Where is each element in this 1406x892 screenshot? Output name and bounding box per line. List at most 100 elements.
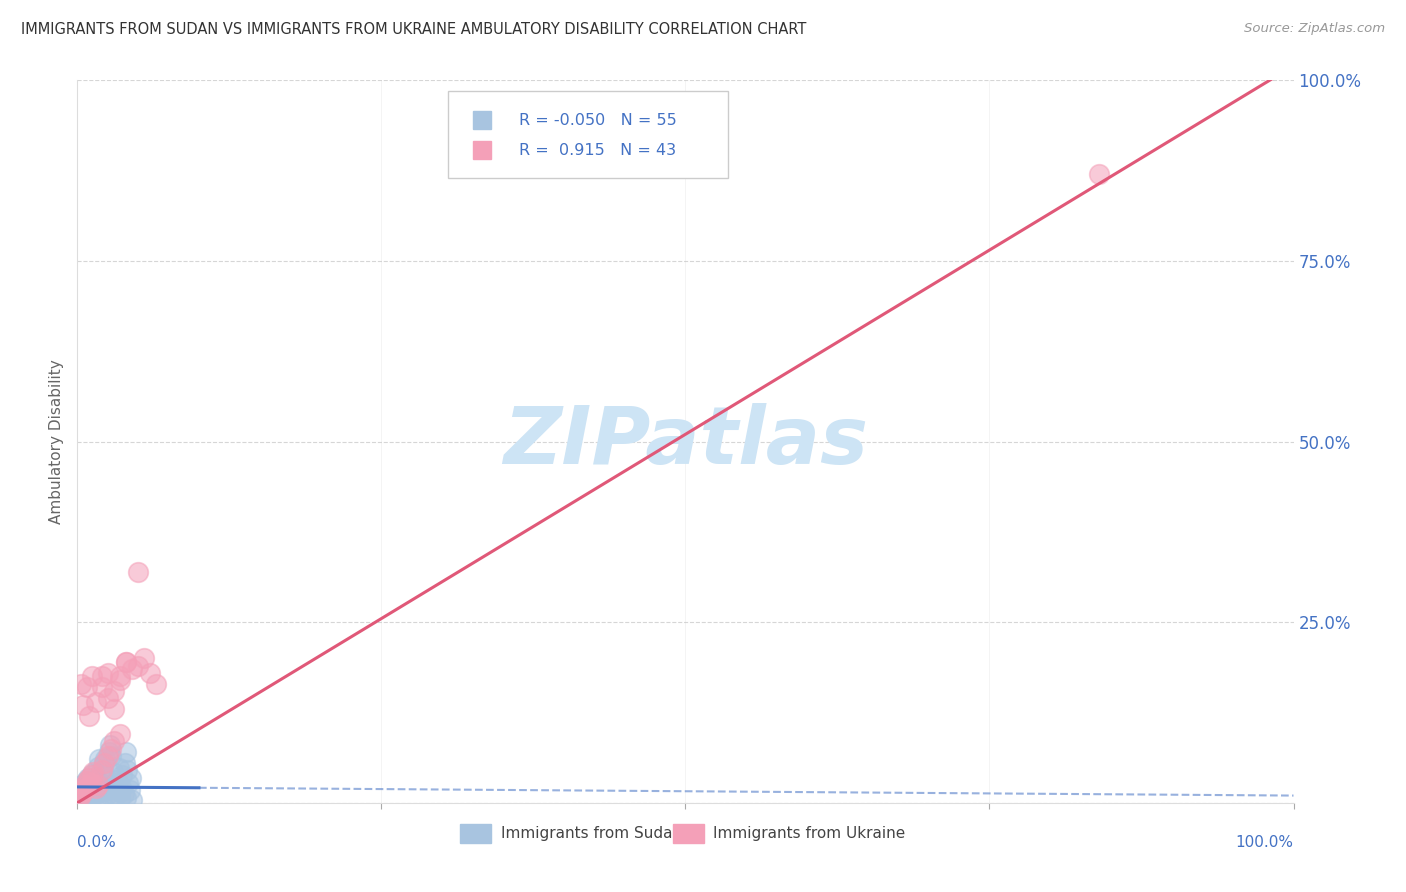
Point (87, 778, 110, 792)
Point (84, 787, 107, 801)
Point (70, 778, 93, 792)
Point (145, 676, 167, 690)
Point (84, 695, 107, 709)
Point (84, 781, 107, 796)
Point (111, 768, 134, 782)
Point (103, 775, 125, 789)
Point (103, 683, 125, 698)
Point (108, 790, 131, 805)
Point (77, 780, 100, 794)
Point (121, 662, 143, 676)
Point (108, 669, 131, 683)
Point (97, 665, 120, 680)
FancyBboxPatch shape (472, 141, 491, 160)
Point (72, 792, 94, 806)
Point (89, 785, 111, 799)
Point (105, 781, 128, 796)
Text: R =  0.915   N = 43: R = 0.915 N = 43 (519, 143, 676, 158)
Point (1088, 167, 1111, 181)
Text: 0.0%: 0.0% (77, 835, 117, 850)
FancyBboxPatch shape (449, 91, 728, 178)
Text: Immigrants from Ukraine: Immigrants from Ukraine (713, 826, 905, 840)
Point (103, 734, 125, 748)
Point (90, 680, 112, 694)
Point (73, 787, 96, 801)
Point (108, 727, 131, 741)
Point (100, 741, 122, 756)
Point (108, 785, 131, 799)
Point (72, 782, 94, 797)
Text: ZIPatlas: ZIPatlas (503, 402, 868, 481)
Point (93, 756, 115, 770)
Point (79, 781, 101, 796)
Point (75, 774, 97, 789)
Point (70, 782, 93, 797)
Point (98, 738, 121, 752)
Point (73, 778, 96, 792)
Point (97, 745, 120, 759)
Point (108, 673, 131, 687)
Point (69, 790, 91, 805)
Point (121, 793, 143, 807)
Point (110, 780, 132, 794)
Point (96, 778, 118, 792)
Point (79, 771, 101, 785)
Point (97, 787, 120, 801)
Y-axis label: Ambulatory Disability: Ambulatory Disability (49, 359, 65, 524)
Point (103, 789, 125, 803)
Point (86, 774, 108, 789)
Point (134, 651, 156, 665)
Point (87, 760, 110, 774)
Point (107, 761, 129, 775)
FancyBboxPatch shape (472, 111, 491, 129)
FancyBboxPatch shape (673, 824, 703, 843)
Point (79, 709, 101, 723)
Point (112, 787, 135, 801)
Point (84, 792, 107, 806)
Point (101, 765, 124, 780)
Point (76, 774, 98, 789)
Text: IMMIGRANTS FROM SUDAN VS IMMIGRANTS FROM UKRAINE AMBULATORY DISABILITY CORRELATI: IMMIGRANTS FROM SUDAN VS IMMIGRANTS FROM… (21, 22, 807, 37)
Point (75, 781, 97, 796)
Point (83, 778, 105, 792)
Point (103, 702, 125, 716)
Point (77, 794, 100, 808)
Point (115, 791, 138, 805)
Point (115, 655, 138, 669)
Point (115, 655, 138, 669)
Point (70, 676, 93, 690)
Point (127, 565, 149, 579)
Point (70, 787, 93, 801)
Point (93, 756, 115, 770)
Point (80, 669, 103, 683)
Point (76, 780, 98, 794)
Point (120, 771, 142, 785)
Point (80, 767, 103, 781)
Point (80, 768, 103, 782)
Point (97, 782, 120, 797)
Point (80, 786, 103, 800)
Text: R = -0.050   N = 55: R = -0.050 N = 55 (519, 112, 676, 128)
Point (82, 765, 104, 780)
Point (80, 789, 103, 803)
Point (107, 772, 129, 787)
Point (117, 775, 139, 789)
Point (91, 764, 114, 778)
Point (76, 680, 98, 694)
FancyBboxPatch shape (460, 824, 491, 843)
Point (90, 669, 112, 683)
Point (139, 665, 162, 680)
Point (75, 790, 97, 805)
Point (97, 691, 120, 706)
Point (72, 698, 94, 713)
Point (115, 764, 138, 778)
Point (89, 752, 111, 766)
Point (118, 782, 141, 797)
Point (90, 764, 112, 778)
Point (127, 658, 149, 673)
Text: Source: ZipAtlas.com: Source: ZipAtlas.com (1244, 22, 1385, 36)
Text: 100.0%: 100.0% (1236, 835, 1294, 850)
Point (82, 782, 104, 797)
Text: Immigrants from Sudan: Immigrants from Sudan (501, 826, 682, 840)
Point (114, 756, 136, 770)
